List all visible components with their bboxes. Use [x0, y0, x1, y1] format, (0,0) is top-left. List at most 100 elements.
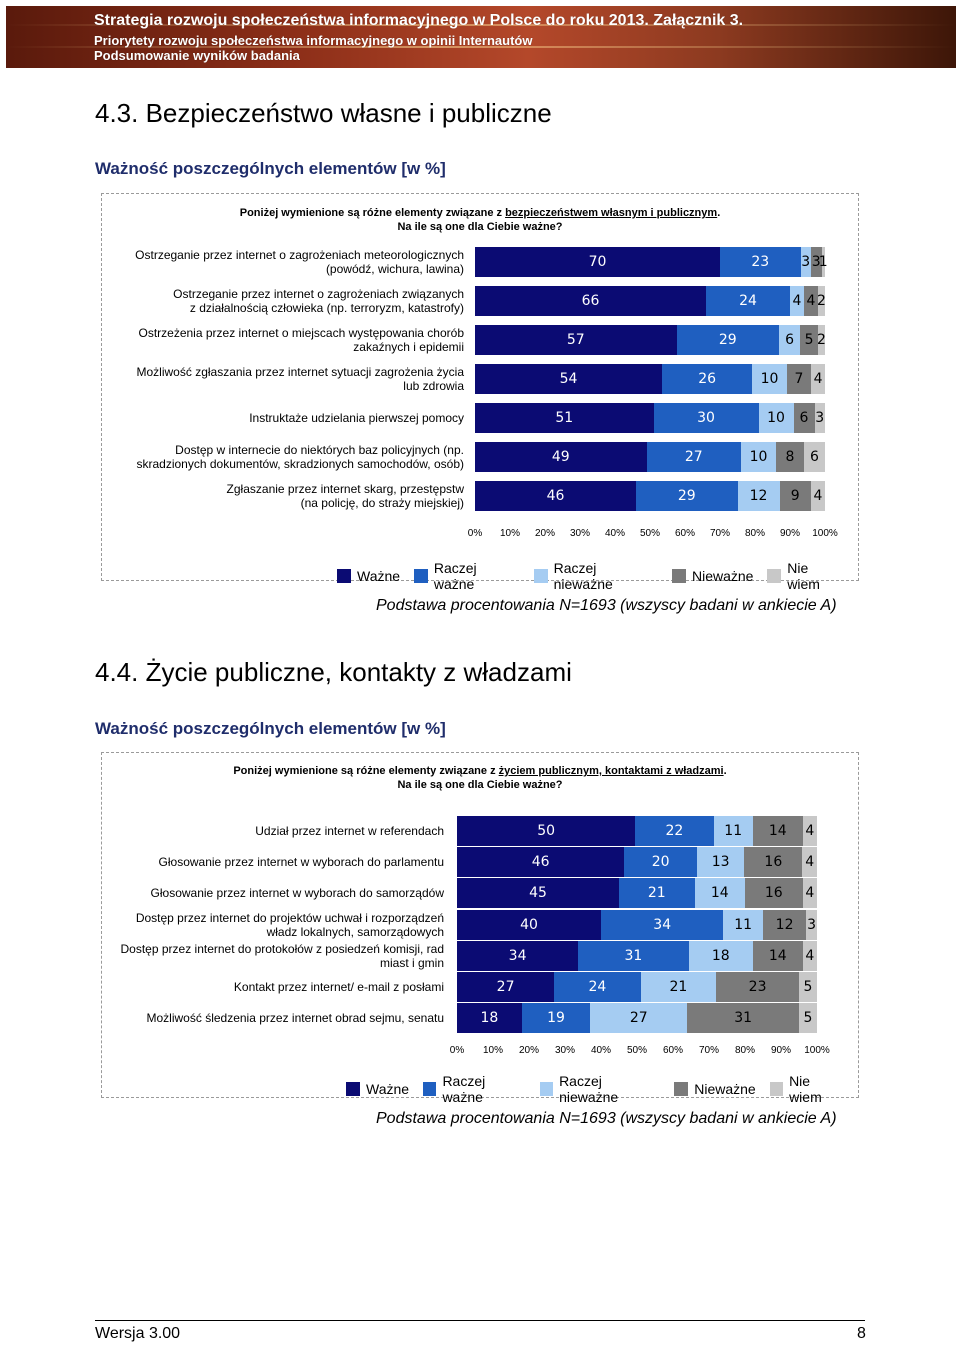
question-text: Poniżej wymienione są różne elementy zwi…: [102, 206, 858, 220]
data-label: 5: [804, 332, 814, 348]
data-label: 16: [764, 854, 783, 871]
bar-segment: 5: [798, 1003, 817, 1034]
data-label: 31: [624, 947, 643, 964]
header-subtitle: Priorytety rozwoju społeczeństwa informa…: [94, 33, 533, 48]
question-prompt-text: Na ile są one dla Ciebie ważne?: [397, 779, 563, 791]
data-label: 8: [785, 449, 795, 465]
legend-item: Ważne: [337, 568, 400, 584]
data-label: 30: [697, 410, 715, 426]
header-title: Strategia rozwoju społeczeństwa informac…: [94, 12, 744, 29]
category-label-line: Ostrzeżenia przez internet o miejscach w…: [138, 326, 465, 340]
chart-panel: Poniżej wymienione są różne elementy zwi…: [101, 193, 859, 592]
data-label: 40: [520, 916, 538, 933]
stacked-bar: 46 20 13 16 4: [457, 847, 817, 878]
category-label: Głosowanie przez internet w wyborach do …: [102, 886, 444, 900]
category-label-line: Dostęp przez internet do projektów uchwa…: [135, 910, 444, 925]
x-tick-label: 10%: [482, 1045, 504, 1056]
data-label: 23: [748, 979, 767, 995]
data-label: 34: [653, 916, 672, 933]
chart-panel: Poniżej wymienione są różne elementy zwi…: [101, 752, 859, 1105]
x-tick-label: 70%: [709, 528, 731, 539]
stacked-bar: 57 29 6 5 2: [475, 325, 826, 355]
bar-segment: 27: [646, 442, 741, 472]
data-label: 4: [813, 488, 823, 504]
data-label: 5: [803, 1010, 813, 1027]
bar-segment: 14: [694, 878, 745, 909]
bar-segment: 66: [475, 286, 706, 316]
bar-segment: 3: [814, 403, 825, 433]
sample-base-note: Podstawa procentowania N=1693 (wszyscy b…: [376, 597, 837, 614]
x-tick-label: 60%: [662, 1045, 684, 1056]
data-label: 3: [811, 254, 821, 270]
data-label: 31: [734, 1010, 753, 1027]
bar-segment: 57: [475, 325, 677, 355]
category-label-line: Kontakt przez internet/ e-mail z posłami: [233, 980, 444, 994]
bar-segment: 5: [798, 972, 817, 1002]
category-label-line: władz lokalnych, samorządowych: [266, 924, 444, 939]
data-label: 26: [698, 371, 717, 387]
data-label: 20: [651, 854, 670, 871]
data-label: 10: [760, 371, 779, 387]
question-intro: Poniżej wymienione są różne elementy zwi…: [233, 765, 499, 777]
header-subtitle: Podsumowanie wyników badania: [94, 48, 300, 63]
category-label-line: Udział przez internet w referendach: [255, 824, 444, 838]
category-label: Instruktaże udzielania pierwszej pomocy: [102, 411, 464, 425]
legend-item: Raczej ważne: [414, 560, 520, 592]
data-label: 16: [764, 885, 783, 902]
x-tick-label: 20%: [534, 528, 556, 539]
data-label: 50: [537, 823, 556, 839]
category-label-line: Możliwość śledzenia przez internet obrad…: [146, 1011, 444, 1026]
legend-label: Ważne: [366, 1081, 410, 1097]
data-label: 21: [647, 885, 666, 902]
data-label: 7: [794, 371, 804, 387]
legend-label: Raczej nieważne: [553, 560, 613, 592]
x-tick-label: 0%: [467, 528, 483, 539]
category-label-line: Instruktaże udzielania pierwszej pomocy: [249, 411, 464, 425]
bar-segment: 3: [806, 909, 817, 940]
legend-item: Raczej ważne: [423, 1073, 526, 1105]
legend-swatch: [539, 1082, 554, 1096]
category-label: Ostrzeganie przez internet o zagrożeniac…: [102, 287, 464, 315]
bar-segment: 21: [640, 972, 717, 1002]
category-label-line: z działalnością człowieka (np. terroryzm…: [189, 301, 464, 315]
bar-segment: 13: [696, 847, 745, 878]
data-label: 24: [739, 293, 757, 309]
x-tick-label: 80%: [744, 528, 766, 539]
legend-swatch: [674, 1082, 689, 1096]
bar-segment: 9: [779, 481, 811, 511]
data-label: 14: [768, 947, 787, 964]
x-tick-label: 50%: [626, 1045, 648, 1056]
data-label: 51: [555, 410, 574, 426]
data-label: 22: [665, 823, 684, 839]
x-tick-label: 40%: [604, 528, 626, 539]
category-label-line: skradzionych dokumentów, skradzionych sa…: [136, 457, 464, 471]
category-label-line: Zgłaszanie przez internet skarg, przestę…: [226, 482, 464, 496]
data-label: 46: [546, 488, 565, 504]
stacked-bar: 49 27 10 8 6: [475, 442, 825, 472]
sample-base-note: Podstawa procentowania N=1693 (wszyscy b…: [376, 1110, 837, 1127]
data-label: 27: [496, 979, 515, 995]
bar-segment: 29: [636, 481, 738, 511]
bar-segment: 31: [687, 1003, 799, 1034]
data-label: 3: [801, 254, 811, 270]
category-label: Dostęp w internecie do niektórych baz po…: [102, 443, 464, 471]
x-tick-label: 90%: [770, 1045, 792, 1056]
category-label-line: Głosowanie przez internet w wyborach do …: [158, 855, 444, 870]
bar-segment: 14: [752, 816, 803, 846]
legend-label: Raczej ważne: [433, 560, 477, 592]
bar-segment: 16: [744, 878, 803, 909]
category-label-line: Ostrzeganie przez internet o zagrożeniac…: [135, 248, 464, 262]
data-label: 29: [718, 332, 737, 348]
bar-segment: 12: [762, 909, 807, 940]
data-label: 4: [805, 885, 815, 902]
legend-item: Raczej nieważne: [539, 1073, 661, 1105]
data-label: 18: [711, 947, 730, 964]
data-label: 49: [551, 449, 570, 465]
bar-segment: 26: [662, 364, 753, 394]
x-tick-label: 100%: [804, 1045, 830, 1056]
legend-label: Nieważne: [694, 1081, 756, 1097]
legend: Ważne Raczej ważne Raczej nieważne Nieważne…: [337, 560, 858, 592]
bar-segment: 6: [793, 403, 815, 433]
data-label: 19: [547, 1010, 565, 1027]
bar-segment: 54: [475, 364, 663, 394]
